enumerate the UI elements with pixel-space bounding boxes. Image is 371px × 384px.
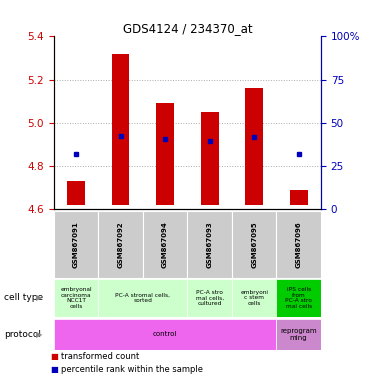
Text: GSM867095: GSM867095 [251,222,257,268]
Bar [143,211,187,278]
Text: embryoni
c stem
cells: embryoni c stem cells [240,290,268,306]
Text: embryonal
carcinoma
NCC1T
cells: embryonal carcinoma NCC1T cells [60,287,92,309]
Bar [54,319,276,350]
Text: ▶: ▶ [36,293,42,303]
Bar [232,211,276,278]
Text: iPS cells
from
PC-A stro
mal cells: iPS cells from PC-A stro mal cells [285,287,312,309]
Text: GSM867093: GSM867093 [207,222,213,268]
Text: GSM867094: GSM867094 [162,221,168,268]
Bar [245,88,263,205]
Bar [276,279,321,317]
Bar [67,181,85,205]
Bar [276,211,321,278]
Bar [98,211,143,278]
Text: PC-A stro
mal cells,
cultured: PC-A stro mal cells, cultured [196,290,224,306]
Text: transformed count: transformed count [61,352,139,361]
Text: GSM867091: GSM867091 [73,222,79,268]
Bar [232,279,276,317]
Text: PC-A stromal cells,
sorted: PC-A stromal cells, sorted [115,293,170,303]
Title: GDS4124 / 234370_at: GDS4124 / 234370_at [122,22,252,35]
Text: control: control [153,331,177,338]
Text: GSM867092: GSM867092 [118,222,124,268]
Bar [276,319,321,350]
Text: percentile rank within the sample: percentile rank within the sample [61,365,203,374]
Bar [187,211,232,278]
Bar [187,279,232,317]
Text: ▶: ▶ [36,330,42,339]
Bar [54,279,98,317]
Text: ■: ■ [50,352,58,361]
Bar [201,112,219,205]
Text: reprogram
ming: reprogram ming [280,328,317,341]
Bar [112,54,129,205]
Bar [98,279,187,317]
Text: cell type: cell type [4,293,43,303]
Bar [290,190,308,205]
Text: protocol: protocol [4,330,41,339]
Bar [156,103,174,205]
Text: GSM867096: GSM867096 [296,222,302,268]
Bar [54,211,98,278]
Text: ■: ■ [50,365,58,374]
